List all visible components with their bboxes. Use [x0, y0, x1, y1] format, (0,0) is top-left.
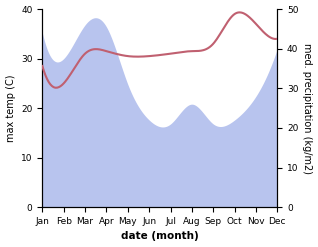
X-axis label: date (month): date (month) [121, 231, 199, 242]
Y-axis label: max temp (C): max temp (C) [5, 74, 16, 142]
Y-axis label: med. precipitation (kg/m2): med. precipitation (kg/m2) [302, 43, 313, 174]
